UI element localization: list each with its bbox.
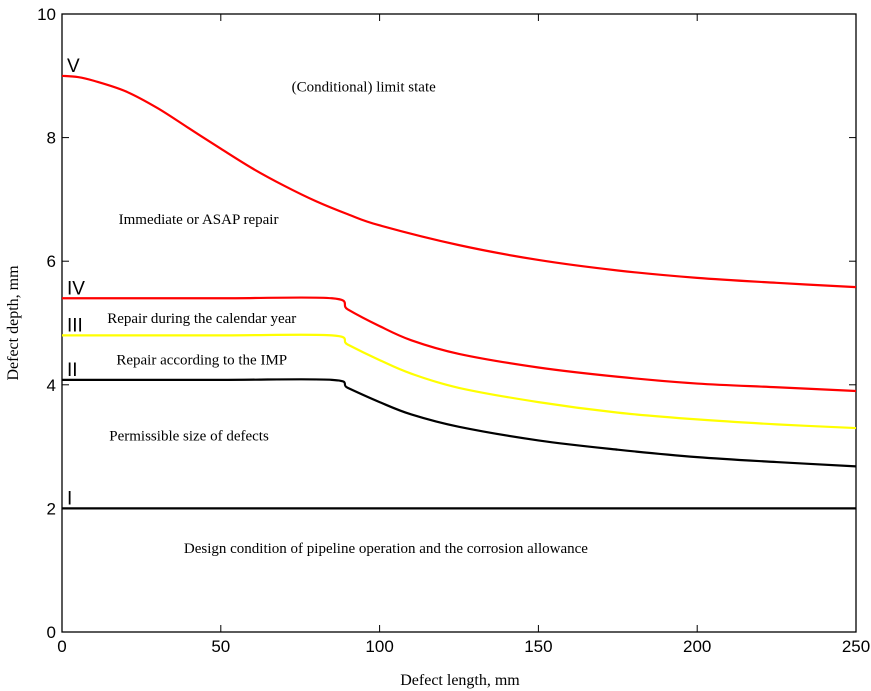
curve-label-V: V: [67, 56, 80, 77]
y-axis-title: Defect depth, mm: [5, 265, 22, 381]
x-tick-label: 200: [683, 637, 711, 656]
region-label: Repair according to the IMP: [116, 352, 287, 368]
y-tick-label: 8: [47, 129, 56, 148]
series-line-III: [62, 333, 857, 430]
region-label: Repair during the calendar year: [107, 311, 296, 327]
region-label: Design condition of pipeline operation a…: [184, 541, 588, 557]
curve-label-I: I: [67, 488, 72, 509]
x-axis-title: Defect length, mm: [400, 672, 520, 689]
curve-label-III: III: [67, 315, 83, 336]
region-labels: (Conditional) limit state Immediate or AS…: [107, 79, 588, 557]
y-tick-label: 0: [47, 623, 56, 642]
series-line-V: [61, 74, 857, 289]
series-group: [61, 74, 857, 510]
x-tick-label: 250: [842, 637, 870, 656]
region-label: Immediate or ASAP repair: [119, 212, 279, 228]
x-tick-label: 50: [211, 637, 230, 656]
curve-label-IV: IV: [67, 278, 85, 299]
x-tick-label: 0: [57, 637, 66, 656]
x-tick-label: 100: [365, 637, 393, 656]
y-tick-label: 2: [47, 499, 56, 518]
curve-label-II: II: [67, 360, 78, 381]
y-tick-label: 10: [37, 5, 56, 24]
region-label: Permissible size of defects: [109, 428, 269, 444]
y-tick-label: 4: [47, 376, 56, 395]
ticks: 0 50 100 150 200 250 0 2 4 6 8 10: [37, 5, 870, 656]
y-tick-label: 6: [47, 252, 56, 271]
plot-frame: [61, 13, 857, 633]
series-line-IV: [62, 296, 857, 393]
series-line-II: [62, 378, 857, 468]
region-label: (Conditional) limit state: [292, 79, 436, 95]
x-tick-label: 150: [524, 637, 552, 656]
